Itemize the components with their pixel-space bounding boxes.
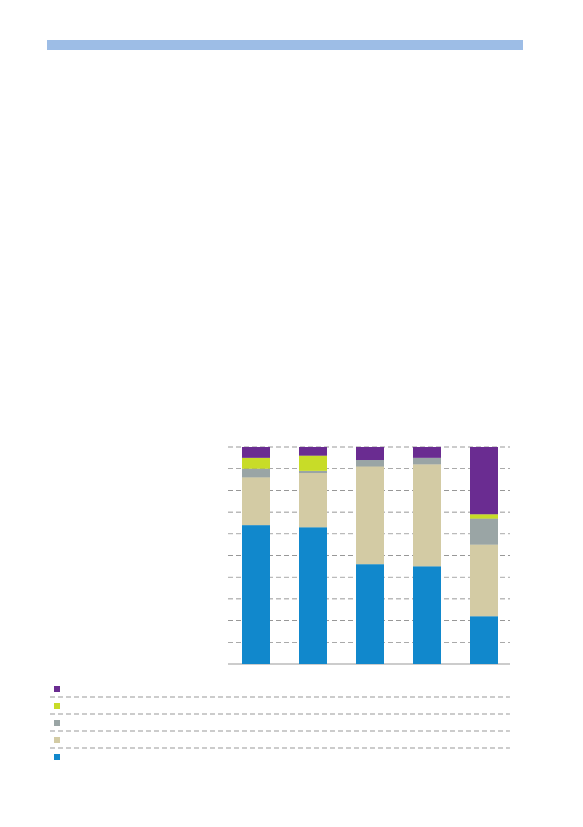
bar-segment (299, 527, 327, 664)
bar-segment (356, 447, 384, 461)
legend-swatch (54, 686, 60, 692)
bar-segment (470, 514, 498, 519)
bar-segment (299, 455, 327, 471)
bar-segment (470, 518, 498, 545)
bar-segment (242, 447, 270, 458)
bar-segment (470, 616, 498, 664)
bar-segment (470, 447, 498, 515)
bar-segment (242, 525, 270, 664)
legend-swatch (54, 720, 60, 726)
bar-segment (299, 470, 327, 474)
bar-segment (413, 447, 441, 458)
bar-segment (413, 464, 441, 567)
bar-segment (356, 564, 384, 664)
bar-segment (470, 544, 498, 617)
legend-swatch (54, 703, 60, 709)
bar-segment (242, 457, 270, 469)
header-band (47, 40, 523, 50)
bar-segment (413, 457, 441, 465)
bar-segment (242, 477, 270, 526)
legend-swatch (54, 754, 60, 760)
bar-segment (299, 447, 327, 456)
bar-segment (299, 473, 327, 528)
legend-swatch (54, 737, 60, 743)
bar-segment (413, 566, 441, 664)
bar-segment (356, 460, 384, 467)
bar-segment (356, 466, 384, 565)
bar-segment (242, 468, 270, 478)
